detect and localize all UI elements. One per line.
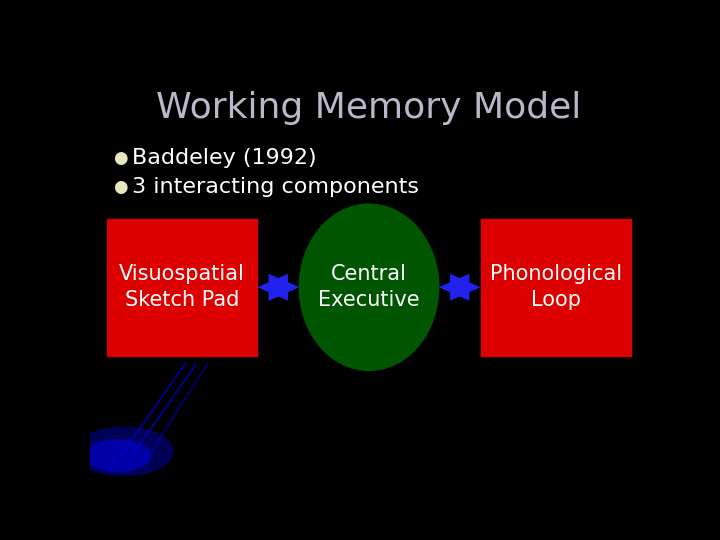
Text: 3 interacting components: 3 interacting components [132,178,419,198]
Text: Visuospatial
Sketch Pad: Visuospatial Sketch Pad [119,264,245,310]
Text: Working Memory Model: Working Memory Model [156,91,582,125]
FancyArrow shape [269,274,300,301]
Ellipse shape [73,427,174,476]
Text: ●: ● [114,178,128,197]
Ellipse shape [84,439,151,472]
Text: Central
Executive: Central Executive [318,264,420,310]
FancyArrow shape [258,274,288,301]
Text: Baddeley (1992): Baddeley (1992) [132,148,317,168]
Ellipse shape [300,204,438,370]
FancyArrow shape [438,274,469,301]
FancyArrow shape [450,274,481,301]
Text: Phonological
Loop: Phonological Loop [490,264,622,310]
Bar [481,219,631,356]
Bar [450,281,469,293]
Text: ●: ● [114,150,128,167]
Bar [269,281,288,293]
Bar [107,219,258,356]
